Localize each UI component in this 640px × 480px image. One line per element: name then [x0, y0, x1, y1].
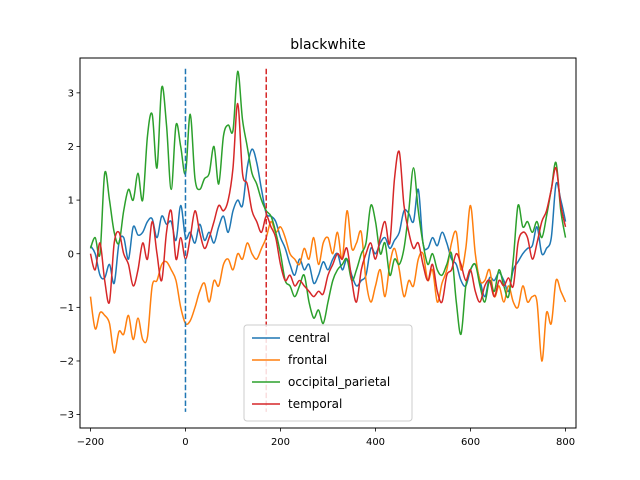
y-tick-label: −3: [59, 410, 74, 421]
x-tick-label: 600: [461, 437, 480, 448]
legend-label: frontal: [288, 353, 327, 367]
legend: central frontal occipital_parietal temporal: [243, 324, 413, 422]
x-tick-label: 800: [556, 437, 575, 448]
x-tick-label: 0: [182, 437, 188, 448]
series-line-frontal: [89, 204, 567, 362]
x-tick-label: −200: [77, 437, 104, 448]
plot-frame: [79, 57, 577, 429]
series-line-temporal: [89, 102, 567, 305]
legend-label: occipital_parietal: [288, 375, 390, 389]
y-tick-label: 2: [68, 142, 74, 153]
y-tick-label: 1: [68, 196, 74, 207]
y-tick-label: 3: [68, 88, 74, 99]
y-tick-label: −2: [59, 357, 74, 368]
y-tick-label: −1: [59, 303, 74, 314]
series-line-occipital-parietal: [89, 70, 567, 335]
x-tick-label: 400: [366, 437, 385, 448]
y-tick-label: 0: [68, 249, 74, 260]
legend-label: central: [288, 331, 330, 345]
x-tick-label: 200: [271, 437, 290, 448]
legend-label: temporal: [288, 397, 342, 411]
legend-box: [243, 324, 413, 422]
chart-title: blackwhite: [290, 37, 365, 53]
